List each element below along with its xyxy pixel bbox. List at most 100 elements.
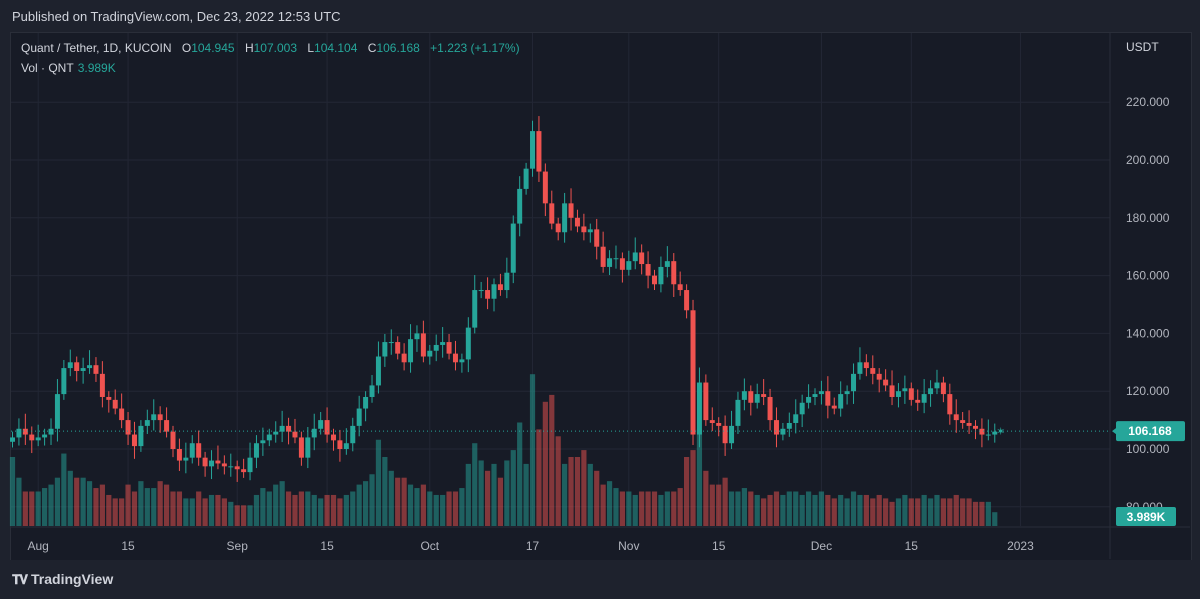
candle xyxy=(812,388,818,406)
low-value: 104.104 xyxy=(314,41,358,55)
volume-bar xyxy=(696,429,703,526)
candle xyxy=(639,244,645,275)
candle xyxy=(202,451,208,477)
candle-body xyxy=(729,425,735,444)
volume-bar xyxy=(491,463,497,526)
symbol-title[interactable]: Quant / Tether, 1D, KUCOIN xyxy=(21,41,172,55)
volume-bar xyxy=(927,498,934,526)
candle xyxy=(716,417,722,437)
candle-body xyxy=(234,466,240,470)
candle-body xyxy=(427,350,433,357)
last-price-pointer xyxy=(1112,428,1116,435)
volume-bar xyxy=(42,488,48,526)
candle xyxy=(164,407,170,438)
candle xyxy=(928,380,934,407)
volume-bar xyxy=(260,488,266,526)
candle xyxy=(209,450,215,480)
volume-bar xyxy=(131,491,138,526)
volume-bar xyxy=(440,494,446,526)
tradingview-logo[interactable]: 𝐓𝐕 TradingView xyxy=(12,571,113,588)
y-tick-label: 160.000 xyxy=(1126,269,1170,283)
candle xyxy=(369,375,375,403)
candle xyxy=(992,423,998,443)
candle-body xyxy=(921,394,927,403)
candle xyxy=(806,384,812,409)
candle xyxy=(131,421,137,459)
candle-body xyxy=(966,422,972,426)
close-label: C xyxy=(367,41,377,55)
candle xyxy=(440,327,446,358)
candle xyxy=(427,344,433,365)
candle-body xyxy=(992,431,998,435)
volume-bar xyxy=(427,491,433,526)
candle-body xyxy=(645,264,651,276)
candle xyxy=(921,379,927,414)
volume-bar xyxy=(542,401,548,526)
candle-body xyxy=(414,333,420,340)
y-tick-label: 120.000 xyxy=(1126,384,1170,398)
volume-bar xyxy=(29,491,35,526)
candle xyxy=(125,412,131,445)
candle-body xyxy=(664,261,670,267)
candle-body xyxy=(196,443,202,458)
candle xyxy=(138,420,144,452)
candle-body xyxy=(574,217,580,227)
candle xyxy=(870,355,876,385)
candle xyxy=(35,424,41,447)
volume-label: Vol · QNT xyxy=(21,61,74,75)
candle-body xyxy=(767,396,773,421)
candle xyxy=(61,359,67,400)
candle-body xyxy=(902,388,908,392)
candle-body xyxy=(106,396,112,400)
candle xyxy=(562,192,568,243)
volume-bar xyxy=(119,498,125,526)
volume-bar xyxy=(112,498,118,526)
candle-body xyxy=(825,391,831,406)
volume-bar xyxy=(838,494,844,526)
volume-bar xyxy=(639,491,645,526)
volume-bar xyxy=(844,498,850,526)
volume-bar xyxy=(106,494,112,526)
candle xyxy=(395,336,401,360)
volume-bar xyxy=(606,481,613,526)
candle-body xyxy=(716,422,722,426)
volume-bar xyxy=(401,477,407,526)
candle-body xyxy=(260,440,266,444)
candle-body xyxy=(420,333,426,357)
volume-bar xyxy=(80,477,86,526)
candle-body xyxy=(465,327,471,360)
volume-bar xyxy=(825,494,831,526)
y-tick-label: 200.000 xyxy=(1126,153,1170,167)
candle-body xyxy=(690,310,696,435)
chart-frame[interactable] xyxy=(10,32,1192,561)
volume-bar xyxy=(613,488,619,526)
candle xyxy=(119,393,125,429)
candle-body xyxy=(600,246,606,267)
candle-body xyxy=(671,261,677,285)
volume-bar xyxy=(722,477,728,526)
candle xyxy=(292,418,298,444)
volume-bar xyxy=(504,460,510,526)
x-tick-label: 2023 xyxy=(1007,539,1034,553)
candle-body xyxy=(324,420,330,435)
candle xyxy=(709,407,715,432)
candle-body xyxy=(568,203,574,218)
candle xyxy=(831,397,837,415)
candle-body xyxy=(851,373,857,392)
volume-bar xyxy=(568,457,574,526)
candle-body xyxy=(266,434,272,441)
volume-bar xyxy=(484,470,491,526)
candle-body xyxy=(16,428,22,438)
candle xyxy=(176,438,182,471)
candle-body xyxy=(446,342,452,354)
candle-body xyxy=(80,368,86,371)
volume-bar xyxy=(183,498,189,526)
candle-body xyxy=(863,362,869,369)
volume-badge-label: 3.989K xyxy=(1127,510,1166,524)
candle xyxy=(966,410,972,434)
volume-bar xyxy=(966,498,972,526)
candle xyxy=(793,399,799,434)
high-label: H xyxy=(244,41,254,55)
volume-bar xyxy=(863,494,869,526)
